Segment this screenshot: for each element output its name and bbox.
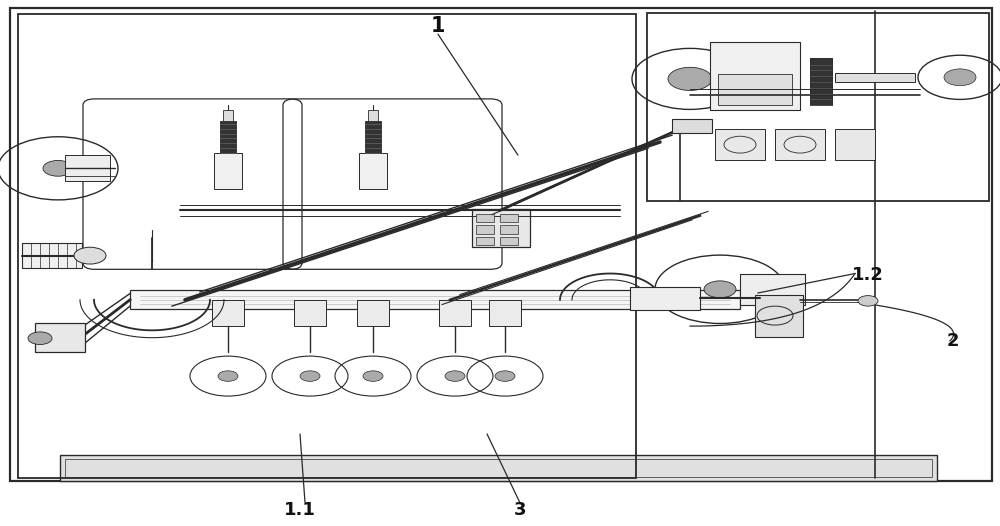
Circle shape bbox=[944, 69, 976, 86]
Bar bbox=[357, 300, 389, 326]
Bar bbox=[647, 13, 989, 201]
Circle shape bbox=[218, 371, 238, 381]
Bar bbox=[365, 121, 381, 153]
Bar bbox=[500, 214, 518, 222]
Circle shape bbox=[495, 371, 515, 381]
Circle shape bbox=[28, 332, 52, 345]
Circle shape bbox=[445, 371, 465, 381]
Bar bbox=[212, 300, 244, 326]
Bar bbox=[359, 153, 387, 189]
Circle shape bbox=[363, 371, 383, 381]
Bar bbox=[755, 295, 803, 337]
Bar bbox=[476, 225, 494, 234]
Circle shape bbox=[858, 296, 878, 306]
Text: 1.2: 1.2 bbox=[852, 266, 884, 284]
Bar bbox=[835, 73, 915, 82]
Bar bbox=[368, 110, 378, 121]
Bar bbox=[630, 287, 700, 310]
Bar bbox=[835, 129, 875, 160]
Circle shape bbox=[74, 247, 106, 264]
Bar bbox=[710, 42, 800, 110]
Bar bbox=[60, 455, 937, 481]
Bar bbox=[294, 300, 326, 326]
Circle shape bbox=[300, 371, 320, 381]
Bar bbox=[472, 209, 530, 247]
Bar bbox=[775, 129, 825, 160]
Bar bbox=[65, 155, 110, 181]
Bar bbox=[718, 74, 792, 105]
Bar bbox=[223, 110, 233, 121]
Circle shape bbox=[43, 160, 73, 176]
Bar bbox=[476, 214, 494, 222]
Bar bbox=[130, 290, 740, 309]
Text: 3: 3 bbox=[514, 501, 526, 519]
Bar bbox=[18, 14, 636, 478]
Bar bbox=[489, 300, 521, 326]
Bar bbox=[214, 153, 242, 189]
Bar bbox=[740, 274, 805, 305]
Bar bbox=[810, 58, 832, 105]
Bar bbox=[439, 300, 471, 326]
Bar bbox=[715, 129, 765, 160]
Bar bbox=[220, 121, 236, 153]
Bar bbox=[476, 237, 494, 245]
Bar bbox=[500, 225, 518, 234]
Bar bbox=[65, 459, 932, 477]
Circle shape bbox=[668, 67, 712, 90]
Text: 2: 2 bbox=[947, 332, 959, 350]
Text: 1: 1 bbox=[431, 16, 445, 36]
Bar bbox=[672, 119, 712, 133]
Circle shape bbox=[704, 281, 736, 298]
Bar bbox=[35, 323, 85, 352]
Bar bbox=[22, 243, 82, 268]
Bar bbox=[500, 237, 518, 245]
Text: 1.1: 1.1 bbox=[284, 501, 316, 519]
